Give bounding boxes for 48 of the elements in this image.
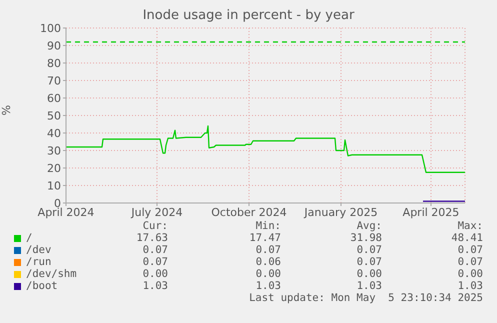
legend-label: /dev xyxy=(26,244,52,256)
y-axis-title: % xyxy=(0,105,13,116)
legend-label: /boot xyxy=(26,280,58,292)
text: 17.47 xyxy=(249,232,281,244)
chart-title: Inode usage in percent - by year xyxy=(142,8,356,23)
line-series xyxy=(66,125,465,173)
x-tick-label: October 2024 xyxy=(211,206,287,219)
text: 0.00 xyxy=(356,268,382,280)
y-tick-label: 20 xyxy=(47,162,61,175)
text: Cur: xyxy=(142,220,168,232)
x-tick-label: January 2025 xyxy=(303,206,378,219)
text: 0.07 xyxy=(458,244,483,256)
y-tick-label: 50 xyxy=(47,109,61,122)
text: 0.07 xyxy=(458,256,483,268)
text: 0.07 xyxy=(142,256,168,268)
text: 0.07 xyxy=(356,256,382,268)
text: 0.00 xyxy=(256,268,281,280)
legend-label: / xyxy=(26,232,32,244)
y-tick-label: 100 xyxy=(40,22,61,35)
y-tick-label: 90 xyxy=(47,39,61,52)
text: 17.63 xyxy=(136,232,168,244)
legend-label: /run xyxy=(26,256,52,268)
text: Last update: Mon May 5 23:10:34 2025 xyxy=(249,292,483,304)
text: 31.98 xyxy=(350,232,382,244)
text: 0.00 xyxy=(458,268,483,280)
y-tick-label: 60 xyxy=(47,92,61,105)
y-tick-label: 40 xyxy=(47,126,61,140)
text: Min: xyxy=(256,220,281,232)
y-tick-label: 10 xyxy=(47,179,61,192)
x-tick-label: July 2024 xyxy=(130,206,183,219)
text: 0.06 xyxy=(256,256,281,268)
text: Max: xyxy=(458,220,483,232)
text: 0.07 xyxy=(356,244,382,256)
x-tick-label: April 2025 xyxy=(402,206,460,219)
y-tick-label: 30 xyxy=(47,144,61,158)
y-tick-label: 70 xyxy=(47,74,61,88)
text: 48.41 xyxy=(451,232,483,244)
text: 1.03 xyxy=(356,280,382,292)
text: 0.07 xyxy=(256,244,281,256)
legend-label: /dev/shm xyxy=(26,268,77,280)
text: 1.03 xyxy=(142,280,168,292)
text: 1.03 xyxy=(458,280,483,292)
x-tick-label: April 2024 xyxy=(38,206,94,219)
text: Avg: xyxy=(356,220,382,232)
text: 0.00 xyxy=(142,268,168,280)
text: 0.07 xyxy=(142,244,168,256)
text: 1.03 xyxy=(256,280,281,292)
y-tick-label: 80 xyxy=(47,56,61,70)
